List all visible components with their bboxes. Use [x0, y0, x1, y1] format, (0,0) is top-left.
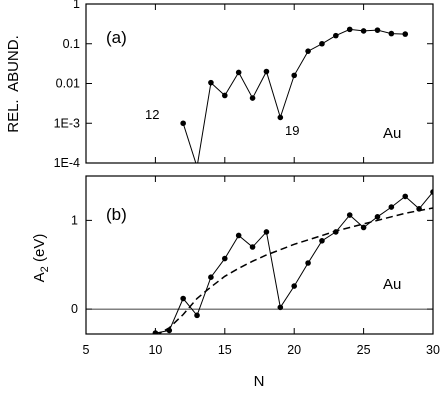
x-tick-label: 30: [426, 343, 440, 357]
panel-a-data-point: [249, 95, 256, 101]
panel-a-data-point: [333, 32, 339, 39]
panel-b-data-point: [263, 229, 270, 235]
panel-b-label: (b): [106, 205, 127, 224]
panel-b-data-point: [319, 237, 325, 244]
panel-a-data-point: [346, 26, 353, 33]
panel-a-ytick-label: 1E-3: [54, 116, 80, 130]
panel-a-data-point: [263, 68, 270, 75]
panel-a-ytick-label: 0.01: [56, 77, 80, 91]
panel-a-data-point: [208, 79, 214, 86]
panel-a-data-point: [388, 30, 395, 37]
panel-a-data-point: [402, 31, 409, 37]
panel-b-data-point: [374, 214, 381, 220]
panel-a-y-axis-label: REL. ABUND.: [5, 35, 22, 133]
x-tick-label: 15: [218, 343, 232, 357]
panel-a-data-layer: [180, 26, 409, 163]
x-tick-label: 10: [148, 343, 162, 357]
panel-b-data-point: [208, 274, 214, 280]
panel-a-data-point: [235, 69, 242, 76]
panel-b-frame: [85, 175, 434, 335]
x-tick-label: 5: [83, 343, 90, 357]
panel-b-data-point: [360, 224, 367, 231]
panel-b-data-point: [277, 304, 284, 311]
y-label-unit: (eV): [31, 234, 48, 267]
panel-a: 1E-4 1E-3 0.01 0.1 1 (a) Au 12 19 REL. ABUND…: [5, 0, 434, 170]
panel-b-y-axis-label: A2 (eV): [31, 234, 51, 283]
panel-a-element-label: Au: [383, 125, 401, 142]
panel-b-data-point: [346, 212, 353, 218]
x-tick-label: 25: [357, 343, 371, 357]
y-label-subscript: 2: [39, 266, 51, 272]
annotation-n12: 12: [145, 107, 159, 122]
panel-b-element-label: Au: [383, 276, 401, 293]
annotation-n19: 19: [285, 123, 299, 138]
panel-b-data-point: [180, 295, 186, 302]
panel-b-axes: 015 10 15 20 25 30: [71, 176, 440, 357]
x-axis-label: N: [254, 373, 265, 390]
panel-b-data-point: [194, 312, 200, 319]
panel-a-data-point: [277, 114, 284, 121]
panel-b-data-point: [333, 229, 339, 235]
panel-a-ytick-label: 1: [73, 0, 80, 11]
panel-b-data-layer: [86, 189, 433, 334]
x-tick-label: 20: [287, 343, 301, 357]
panel-b-ytick-label: 1: [71, 213, 78, 227]
panel-b-data-point: [249, 244, 256, 250]
panel-b: 015 10 15 20 25 30 (b) Au A2 (eV) N: [31, 175, 440, 390]
panel-b-data-point: [222, 255, 228, 262]
panel-a-data-point: [305, 48, 311, 54]
panel-a-data-point: [374, 27, 381, 33]
panel-a-data-point: [291, 72, 298, 79]
panel-a-frame: [85, 3, 434, 164]
panel-a-data-point: [222, 92, 228, 99]
panel-b-data-point: [235, 232, 242, 239]
y-label-a: A: [31, 272, 48, 282]
panel-a-ytick-label: 0.1: [63, 37, 80, 51]
panel-a-abundance-line: [182, 28, 406, 163]
panel-a-data-point: [180, 120, 186, 127]
panel-b-fit-curve: [157, 207, 433, 334]
panel-a-data-point: [319, 40, 325, 47]
panel-b-data-point: [416, 206, 422, 212]
panel-b-data-point: [166, 327, 173, 334]
panel-b-data-point: [402, 193, 409, 200]
panel-b-data-point: [291, 283, 298, 289]
panel-a-axes: 1E-4 1E-3 0.01 0.1 1: [54, 0, 434, 170]
panel-b-data-point: [305, 260, 311, 266]
panel-b-a2-line: [155, 191, 433, 334]
panel-a-data-point: [360, 28, 367, 34]
panel-b-ytick-label: 0: [71, 302, 78, 316]
panel-b-data-point: [430, 189, 433, 195]
panel-a-label: (a): [106, 28, 127, 47]
panel-a-ytick-label: 1E-4: [54, 156, 80, 170]
panel-b-data-point: [388, 204, 395, 210]
